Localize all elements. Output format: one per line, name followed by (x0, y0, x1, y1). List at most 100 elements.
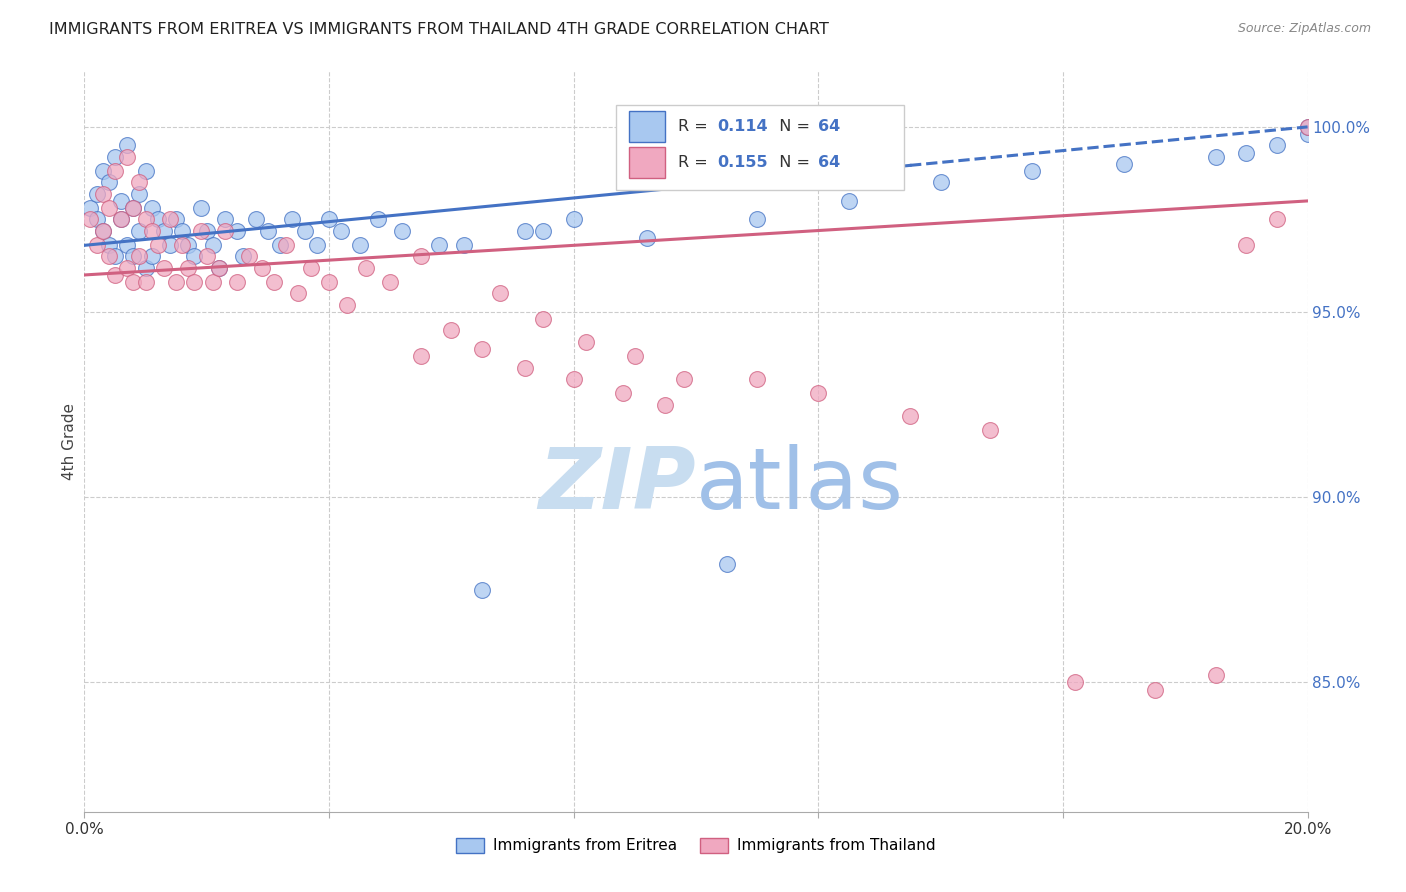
Y-axis label: 4th Grade: 4th Grade (62, 403, 77, 480)
Point (97, 249, 120, 263)
Point (122, 276, 145, 290)
Point (1205, 149, 1227, 163)
Point (141, 202, 163, 216)
Point (172, 238, 194, 252)
Point (318, 212, 340, 227)
Point (318, 276, 340, 290)
Point (1205, 667, 1227, 681)
Point (135, 164, 157, 178)
Point (79, 202, 101, 216)
Bar (628, 112, 665, 143)
Text: Source: ZipAtlas.com: Source: ZipAtlas.com (1237, 22, 1371, 36)
Point (1143, 682, 1166, 697)
Legend: Immigrants from Eritrea, Immigrants from Thailand: Immigrants from Eritrea, Immigrants from… (450, 831, 942, 860)
Point (128, 249, 150, 263)
Point (135, 276, 157, 290)
Point (807, 386, 830, 401)
Point (104, 249, 127, 263)
Point (214, 223, 236, 237)
Point (391, 223, 413, 237)
Point (177, 238, 200, 252)
Point (91, 164, 114, 178)
Point (208, 260, 231, 275)
Point (513, 360, 536, 375)
Point (183, 276, 205, 290)
Bar (628, 147, 665, 178)
Point (440, 323, 463, 337)
Point (159, 238, 181, 252)
Point (380, 276, 402, 290)
Point (1021, 164, 1043, 178)
Point (190, 223, 212, 237)
Point (115, 149, 138, 163)
Point (122, 202, 145, 216)
Point (612, 386, 634, 401)
Point (86, 186, 108, 201)
Point (513, 223, 536, 237)
Text: R =: R = (678, 155, 713, 169)
Point (305, 238, 328, 252)
Point (1236, 238, 1258, 252)
Point (183, 249, 205, 263)
Point (159, 212, 181, 227)
Point (269, 238, 291, 252)
Text: 0.114: 0.114 (717, 120, 768, 135)
Point (1064, 675, 1087, 690)
Point (354, 260, 377, 275)
Point (128, 186, 150, 201)
Point (104, 164, 127, 178)
Point (195, 249, 218, 263)
Point (165, 212, 187, 227)
Point (716, 557, 738, 571)
Point (654, 397, 676, 411)
Point (979, 424, 1001, 438)
Point (1296, 120, 1319, 134)
Point (1296, 128, 1319, 142)
Point (146, 238, 169, 252)
Point (471, 342, 494, 356)
Text: ZIP: ZIP (538, 444, 696, 527)
Point (115, 260, 138, 275)
Point (153, 223, 176, 237)
Point (562, 371, 585, 385)
Point (91, 186, 114, 201)
Point (226, 223, 249, 237)
Point (238, 249, 260, 263)
Point (86, 212, 108, 227)
Point (146, 212, 169, 227)
Point (747, 212, 769, 227)
Text: 64: 64 (818, 120, 841, 135)
Point (929, 175, 952, 189)
Point (214, 212, 236, 227)
Point (1114, 157, 1136, 171)
Point (226, 276, 249, 290)
Point (257, 223, 280, 237)
Point (91, 223, 114, 237)
Point (172, 223, 194, 237)
Point (1265, 138, 1288, 153)
Point (245, 212, 267, 227)
Point (531, 223, 554, 237)
Text: IMMIGRANTS FROM ERITREA VS IMMIGRANTS FROM THAILAND 4TH GRADE CORRELATION CHART: IMMIGRANTS FROM ERITREA VS IMMIGRANTS FR… (49, 22, 830, 37)
Point (276, 238, 298, 252)
Point (624, 350, 647, 364)
Point (128, 175, 150, 189)
Point (153, 260, 176, 275)
Point (263, 276, 285, 290)
Point (97, 202, 120, 216)
Text: R =: R = (678, 120, 713, 135)
Point (86, 238, 108, 252)
Point (195, 223, 218, 237)
Point (747, 371, 769, 385)
Text: 64: 64 (818, 155, 841, 169)
Point (141, 223, 163, 237)
Point (128, 223, 150, 237)
Point (115, 238, 138, 252)
Point (1265, 212, 1288, 227)
Point (104, 149, 127, 163)
Point (232, 249, 254, 263)
Point (208, 260, 231, 275)
Point (453, 238, 475, 252)
Point (110, 212, 132, 227)
Point (898, 409, 921, 423)
